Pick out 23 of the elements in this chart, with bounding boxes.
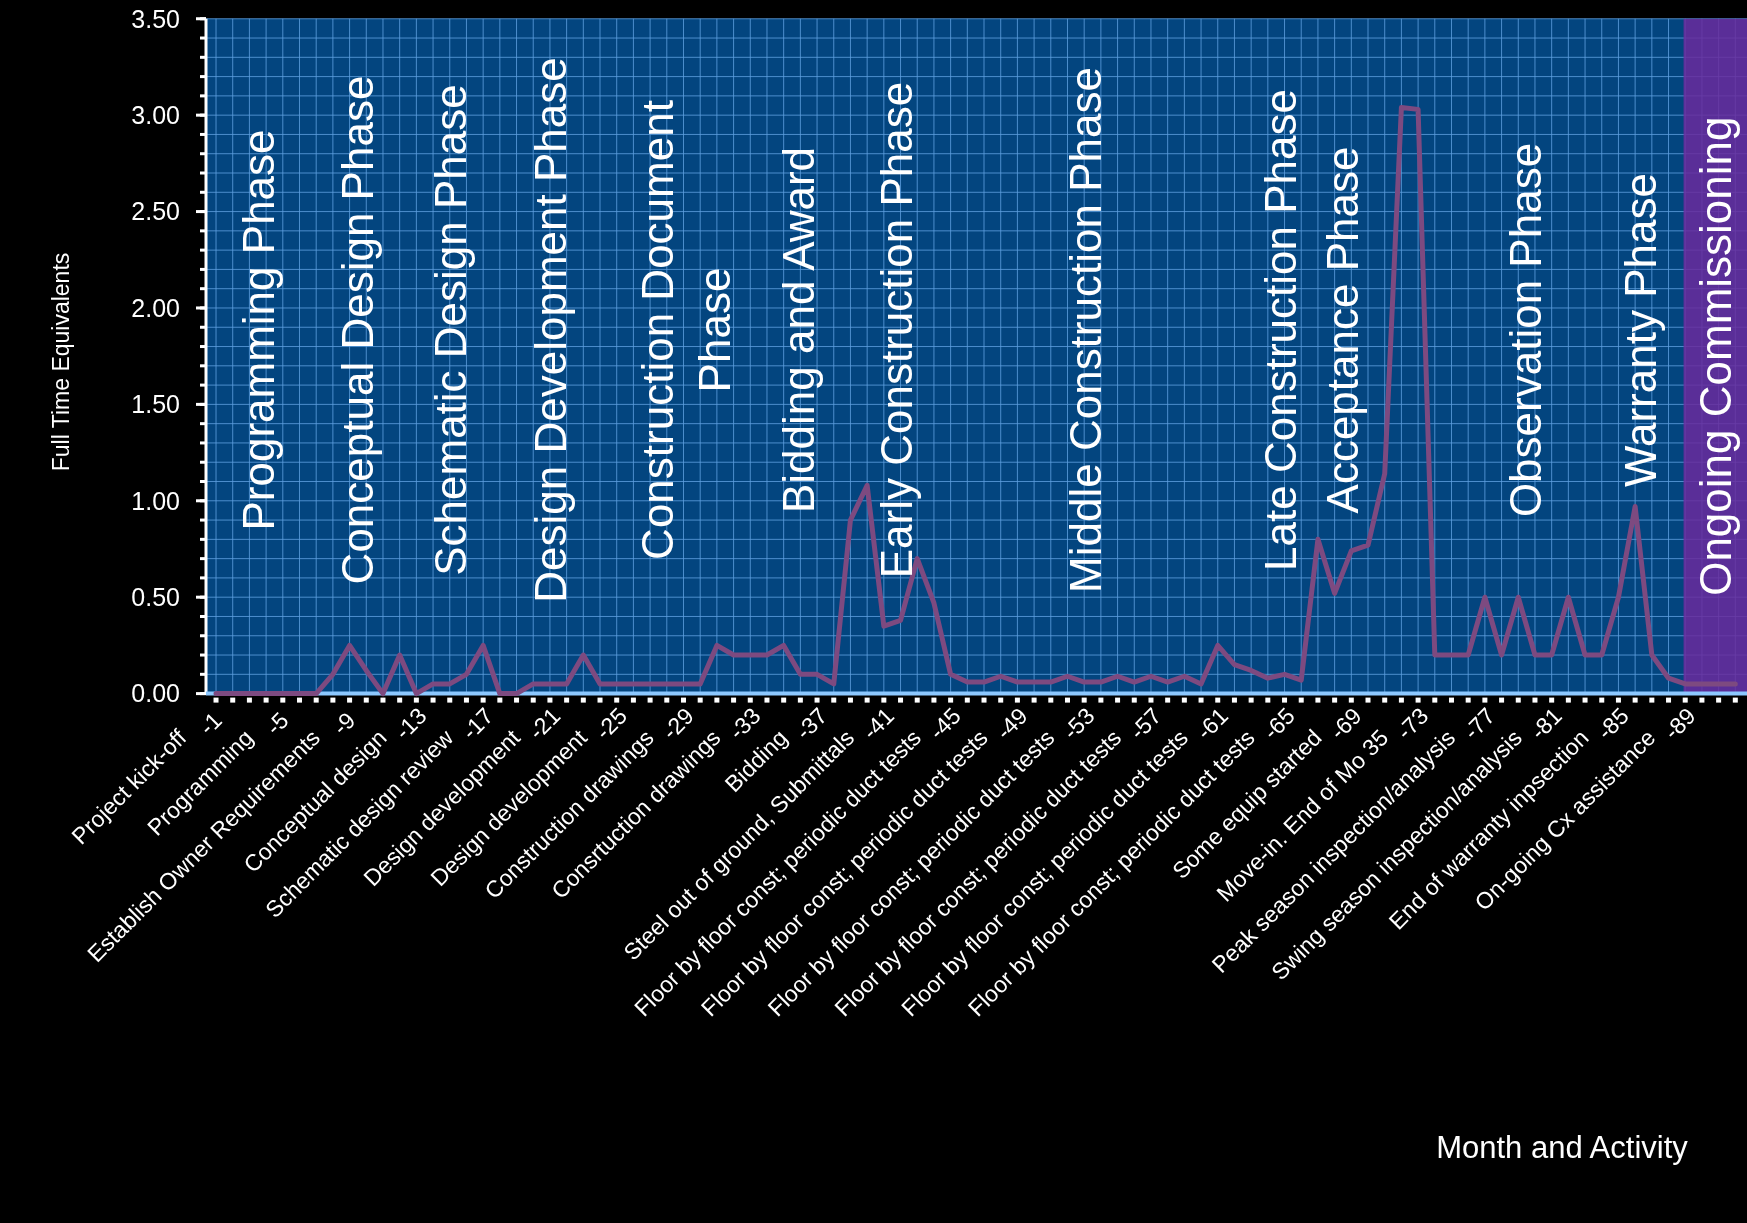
- annotation: Middle Construction Phase: [1061, 67, 1111, 593]
- annotation: Schematic Design Phase: [426, 84, 476, 576]
- y-tick-label: 3.50: [131, 4, 180, 33]
- annotation: Construction Document Phase: [632, 100, 739, 560]
- annotation: Conceptual Design Phase: [333, 75, 383, 585]
- annotation: Late Construction Phase: [1256, 89, 1306, 571]
- y-axis-title: Full Time Equivalents: [48, 252, 75, 472]
- annotation: Acceptance Phase: [1318, 146, 1368, 514]
- band-label: Ongoing Commissioning: [1690, 116, 1740, 596]
- annotation: Programming Phase: [234, 129, 284, 531]
- x-axis-title: Month and Activity: [1436, 1129, 1689, 1165]
- y-tick-label: 2.00: [131, 293, 180, 322]
- annotation: Design Development Phase: [526, 57, 576, 603]
- annotation: Early Construction Phase: [872, 81, 922, 579]
- y-tick-label: 2.50: [131, 197, 180, 226]
- annotation: Warranty Phase: [1616, 173, 1666, 487]
- y-tick-label: 0.00: [131, 679, 180, 708]
- annotation: Observation Phase: [1501, 142, 1551, 518]
- annotation: Bidding and Award: [774, 146, 824, 514]
- y-tick-label: 3.00: [131, 100, 180, 129]
- y-tick-label: 1.00: [131, 486, 180, 515]
- y-tick-label: 1.50: [131, 390, 180, 419]
- y-tick-label: 0.50: [131, 582, 180, 611]
